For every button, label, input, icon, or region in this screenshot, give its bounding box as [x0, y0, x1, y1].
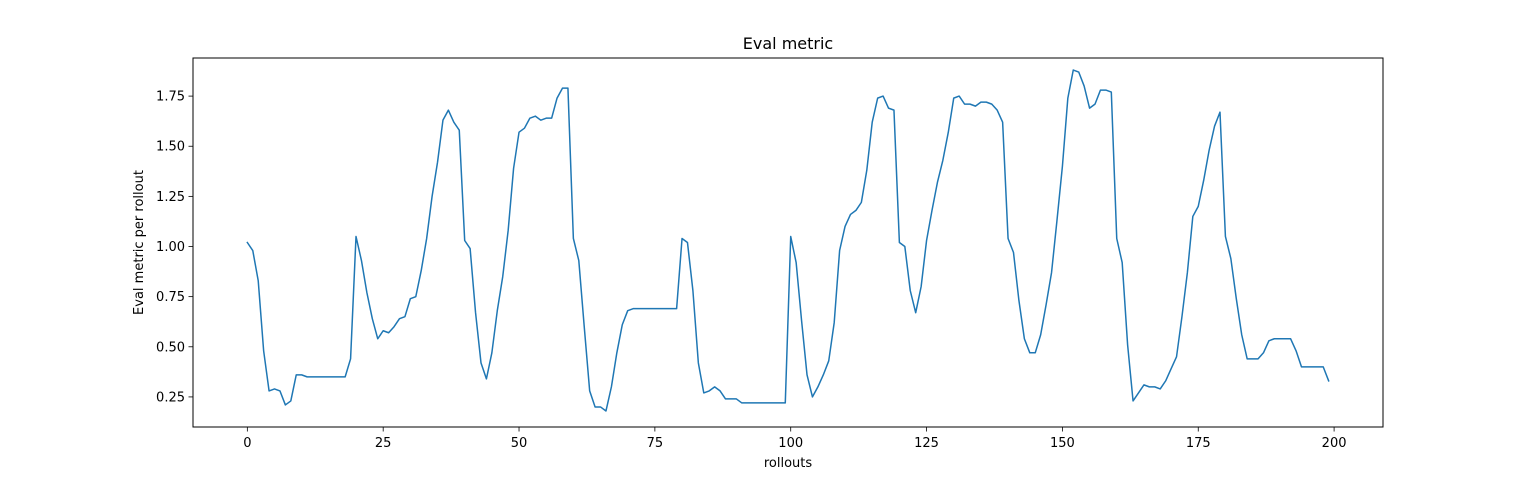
y-axis-label: Eval metric per rollout — [132, 170, 147, 315]
y-tick-label: 1.25 — [156, 190, 185, 205]
y-tick-label: 1.75 — [156, 90, 185, 105]
plot-frame — [192, 57, 1384, 428]
chart-title: Eval metric — [743, 34, 833, 53]
x-tick-label: 125 — [914, 436, 939, 451]
x-tick-label: 25 — [375, 436, 392, 451]
plot-area — [246, 69, 1330, 412]
x-tick-label: 100 — [778, 436, 803, 451]
y-tick-label: 1.50 — [156, 140, 185, 155]
y-axis: 0.25 0.50 0.75 1.00 1.25 1.50 1.75 — [156, 90, 193, 405]
x-axis: 0 25 50 75 100 125 150 175 200 — [243, 427, 1347, 451]
x-tick-label: 0 — [243, 436, 251, 451]
x-axis-label: rollouts — [764, 456, 813, 471]
x-tick-label: 175 — [1186, 436, 1211, 451]
y-tick-label: 0.75 — [156, 290, 185, 305]
y-tick-label: 0.50 — [156, 340, 185, 355]
series-line — [246, 69, 1330, 412]
x-tick-label: 150 — [1050, 436, 1075, 451]
x-tick-label: 200 — [1322, 436, 1347, 451]
x-tick-label: 75 — [647, 436, 664, 451]
y-tick-label: 1.00 — [156, 240, 185, 255]
x-tick-label: 50 — [511, 436, 528, 451]
y-tick-label: 0.25 — [156, 390, 185, 405]
